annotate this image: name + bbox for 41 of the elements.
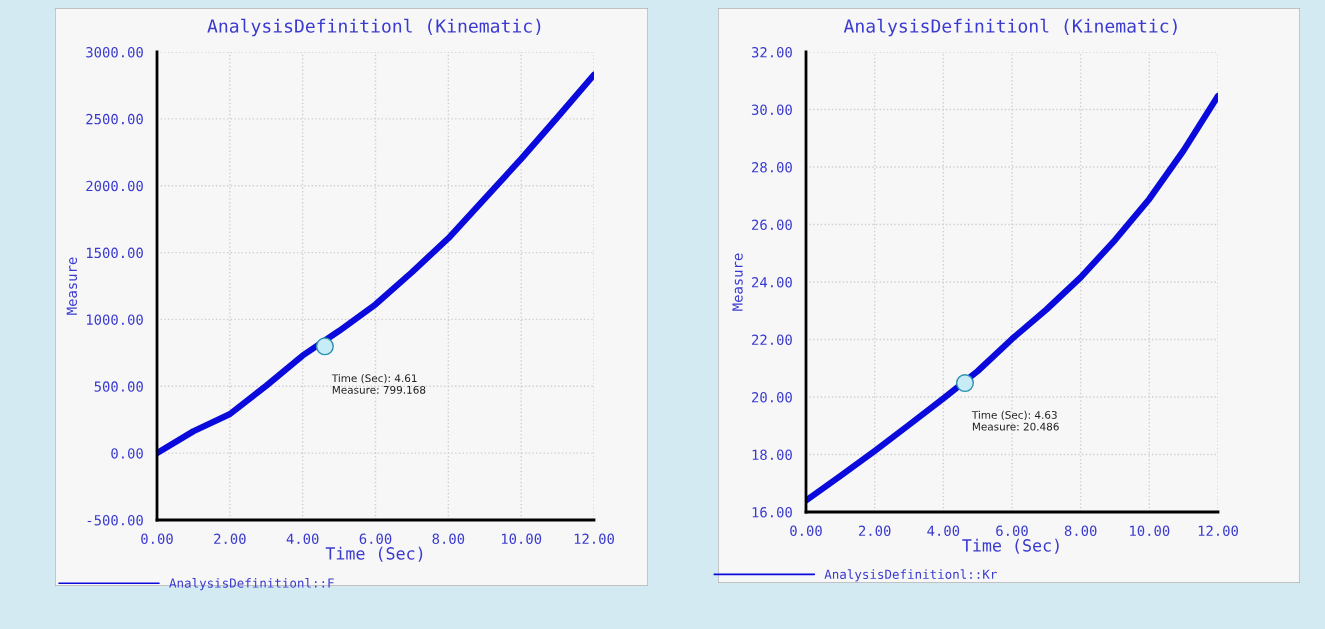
x-tick-label: 6.00 bbox=[996, 525, 1028, 537]
x-tick-label: 8.00 bbox=[432, 533, 465, 545]
y-tick-label: 32.00 bbox=[751, 47, 792, 58]
x-tick-label: 4.00 bbox=[927, 525, 960, 537]
x-tick-label: 12.00 bbox=[574, 533, 614, 545]
annotation: Time (Sec): 4.63 Measure: 20.486 bbox=[971, 410, 1059, 431]
x-tick-label: 4.00 bbox=[286, 533, 319, 545]
y-tick-label: 500.00 bbox=[94, 381, 143, 392]
y-tick-label: 0.00 bbox=[111, 448, 143, 459]
x-tick-label: 10.00 bbox=[1130, 525, 1170, 537]
x-tick-label: 0.00 bbox=[141, 533, 173, 545]
x-tick-label: 8.00 bbox=[1064, 525, 1097, 537]
y-tick-label: 2000.00 bbox=[86, 180, 143, 192]
text: AnalysisDefinitionl::Kr bbox=[824, 569, 997, 582]
y-axis-title: Measure bbox=[66, 257, 78, 315]
y-tick-label: 16.00 bbox=[752, 507, 792, 518]
y-tick-label: 2500.00 bbox=[86, 113, 143, 125]
y-tick-label: 1000.00 bbox=[86, 314, 143, 325]
text: AnalysisDefinitionl::F bbox=[169, 578, 334, 591]
x-tick-label: 0.00 bbox=[790, 525, 822, 537]
y-tick-label: 22.00 bbox=[752, 334, 792, 346]
y-tick-label: -500.00 bbox=[87, 515, 143, 526]
y-tick-label: 30.00 bbox=[751, 104, 792, 116]
y-tick-label: 24.00 bbox=[752, 277, 792, 288]
x-axis-title: Time (Sec) bbox=[962, 538, 1059, 554]
y-axis-title: Measure bbox=[732, 253, 743, 311]
y-tick-label: 3000.00 bbox=[86, 47, 143, 58]
y-tick-label: 18.00 bbox=[752, 449, 792, 461]
y-tick-label: 26.00 bbox=[752, 219, 792, 231]
x-tick-label: 2.00 bbox=[214, 533, 246, 545]
y-tick-label: 28.00 bbox=[752, 162, 792, 173]
x-tick-label: 6.00 bbox=[359, 533, 392, 545]
chart-title: AnalysisDefinitionl (Kinematic) bbox=[843, 18, 1177, 37]
x-axis-title: Time (Sec) bbox=[325, 546, 423, 562]
x-tick-label: 12.00 bbox=[1198, 525, 1238, 537]
y-tick-label: 1500.00 bbox=[86, 247, 143, 259]
x-tick-label: 2.00 bbox=[858, 525, 891, 537]
annotation: Time (Sec): 4.61 Measure: 799.168 bbox=[331, 374, 426, 394]
x-tick-label: 10.00 bbox=[501, 533, 542, 545]
y-tick-label: 20.00 bbox=[752, 392, 792, 403]
chart-title: AnalysisDefinitionl (Kinematic) bbox=[207, 18, 541, 37]
